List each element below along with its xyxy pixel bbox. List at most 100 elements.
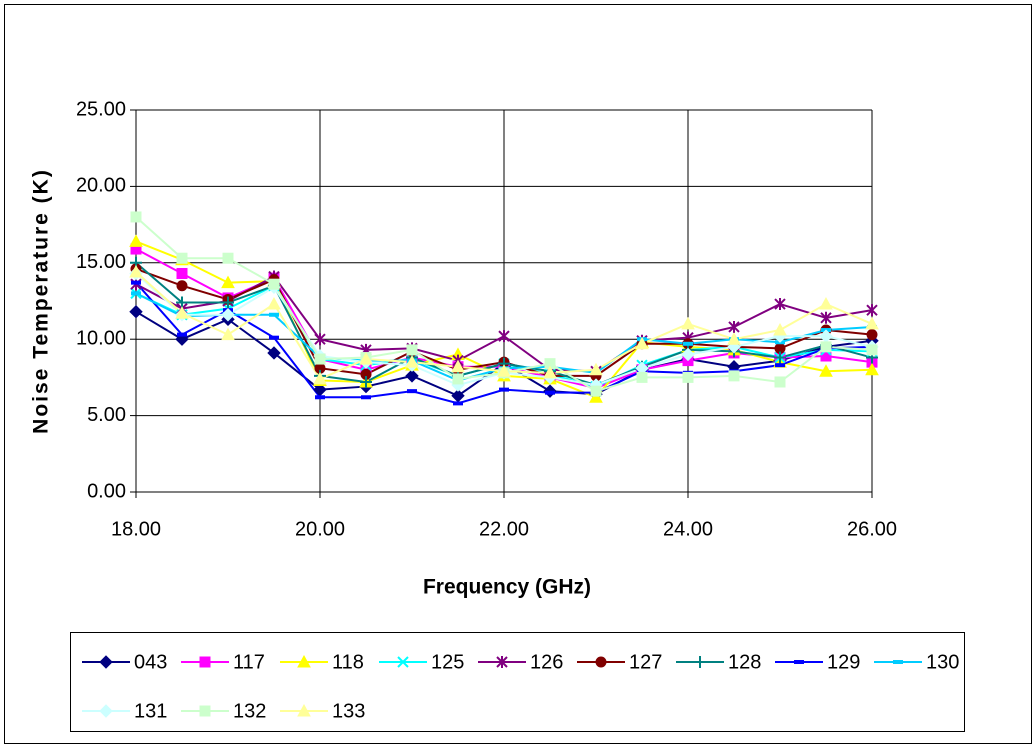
y-tick-label: 20.00 [76, 175, 126, 197]
marker [405, 355, 419, 368]
legend-marker [99, 704, 113, 718]
legend-marker [297, 654, 311, 668]
y-tick-label: 5.00 [87, 404, 126, 426]
marker [222, 296, 234, 309]
marker [315, 395, 325, 400]
marker [865, 316, 879, 330]
marker [499, 387, 509, 392]
marker [452, 373, 464, 385]
x-tick-label: 18.00 [111, 518, 161, 540]
marker [314, 333, 326, 346]
marker [819, 297, 833, 310]
marker [866, 344, 878, 356]
marker [683, 341, 693, 346]
legend-label: 131 [134, 700, 167, 722]
legend-marker [199, 705, 211, 717]
marker [129, 304, 143, 319]
marker [590, 385, 602, 397]
legend-marker [595, 656, 607, 668]
marker [681, 316, 695, 330]
marker [176, 280, 188, 292]
marker [269, 335, 279, 340]
y-tick-label: 0.00 [87, 480, 126, 502]
marker [176, 267, 188, 279]
legend-label: 125 [431, 651, 464, 673]
y-axis-title: Noise Temperature (K) [30, 168, 53, 434]
marker [129, 264, 143, 278]
marker [221, 308, 235, 322]
legend-marker [199, 656, 211, 668]
legend-marker [893, 660, 903, 664]
marker [175, 306, 189, 319]
y-tick-label: 25.00 [76, 98, 126, 120]
marker [589, 390, 603, 403]
x-tick-label: 22.00 [479, 518, 529, 540]
marker [267, 346, 281, 360]
marker [727, 332, 741, 345]
marker [635, 336, 649, 350]
marker [774, 351, 786, 364]
marker [221, 275, 235, 289]
legend-label: 130 [926, 651, 959, 673]
x-axis-title: Frequency (GHz) [423, 576, 591, 599]
marker [359, 352, 373, 365]
marker [636, 371, 648, 383]
marker [451, 359, 465, 373]
marker [865, 362, 879, 376]
marker [728, 370, 740, 382]
marker [728, 320, 740, 333]
legend-box [70, 632, 965, 732]
marker [129, 234, 143, 247]
marker [589, 362, 603, 376]
marker [498, 330, 510, 343]
marker [268, 278, 280, 290]
marker [269, 312, 279, 317]
marker [314, 353, 326, 365]
marker [819, 364, 833, 377]
legend-marker [397, 656, 409, 668]
y-tick-label: 15.00 [76, 251, 126, 273]
marker [176, 252, 188, 264]
marker [681, 347, 695, 362]
marker [177, 332, 187, 337]
legend-label: 129 [827, 651, 860, 673]
marker [775, 363, 785, 368]
legend-marker [496, 656, 508, 668]
marker [820, 311, 832, 324]
marker [360, 375, 372, 388]
legend-label: 117 [233, 651, 265, 673]
legend-label: 127 [629, 651, 662, 673]
marker [774, 376, 786, 388]
marker [453, 401, 463, 406]
legend-label: 118 [332, 651, 364, 673]
marker [131, 280, 141, 285]
legend-label: 132 [233, 700, 266, 722]
legend-label: 126 [530, 651, 563, 673]
marker [267, 297, 281, 310]
marker [130, 211, 142, 223]
marker [131, 291, 141, 296]
marker [221, 327, 235, 341]
marker [774, 298, 786, 311]
legend-marker [99, 655, 113, 669]
marker [313, 371, 327, 385]
legend-marker [694, 656, 706, 668]
marker [407, 389, 417, 394]
marker [866, 304, 878, 317]
marker [866, 329, 878, 341]
marker [406, 344, 418, 356]
marker [682, 371, 694, 383]
legend-label: 133 [332, 700, 365, 722]
marker [773, 322, 787, 336]
x-tick-label: 24.00 [663, 518, 713, 540]
legend-marker [297, 703, 311, 717]
y-tick-label: 10.00 [76, 327, 126, 349]
x-tick-label: 26.00 [847, 518, 897, 540]
marker [820, 341, 832, 353]
marker [405, 369, 419, 383]
legend-marker [794, 660, 804, 664]
marker [222, 252, 234, 264]
marker [361, 395, 371, 400]
